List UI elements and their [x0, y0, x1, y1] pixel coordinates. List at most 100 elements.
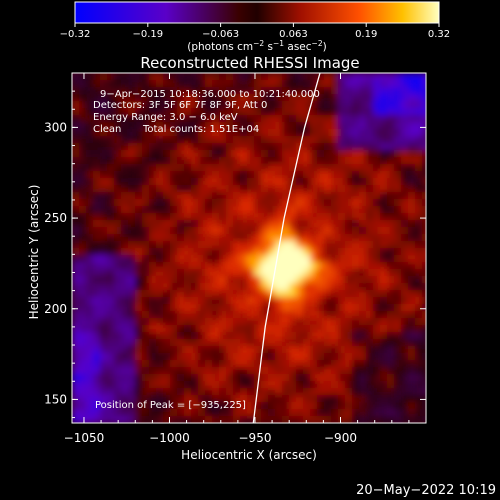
heatmap-cell — [331, 339, 339, 347]
heatmap-cell — [149, 129, 157, 137]
heatmap-cell — [387, 115, 395, 123]
heatmap-cell — [121, 206, 129, 214]
heatmap-cell — [142, 178, 150, 186]
heatmap-cell — [219, 381, 227, 389]
heatmap-cell — [233, 143, 241, 151]
heatmap-cell — [303, 388, 311, 396]
heatmap-cell — [254, 73, 262, 81]
heatmap-cell — [191, 367, 199, 375]
heatmap-cell — [191, 108, 199, 116]
heatmap-cell — [310, 388, 318, 396]
heatmap-cell — [261, 220, 269, 228]
heatmap-cell — [114, 374, 122, 382]
heatmap-cell — [359, 332, 367, 340]
heatmap-cell — [79, 339, 87, 347]
heatmap-cell — [198, 283, 206, 291]
heatmap-cell — [289, 80, 297, 88]
heatmap-cell — [233, 248, 241, 256]
heatmap-cell — [282, 346, 290, 354]
heatmap-cell — [331, 325, 339, 333]
heatmap-cell — [359, 199, 367, 207]
heatmap-cell — [387, 339, 395, 347]
heatmap-cell — [177, 297, 185, 305]
heatmap-cell — [254, 262, 262, 270]
heatmap-cell — [366, 353, 374, 361]
heatmap-cell — [128, 143, 136, 151]
heatmap-cell — [233, 150, 241, 158]
heatmap-cell — [184, 115, 192, 123]
heatmap-cell — [401, 339, 409, 347]
heatmap-cell — [324, 122, 332, 130]
heatmap-cell — [149, 213, 157, 221]
heatmap-cell — [107, 73, 115, 81]
heatmap-cell — [422, 325, 426, 333]
heatmap-cell — [107, 157, 115, 165]
heatmap-cell — [177, 318, 185, 326]
heatmap-cell — [212, 339, 220, 347]
heatmap-cell — [170, 290, 178, 298]
heatmap-cell — [184, 276, 192, 284]
heatmap-cell — [401, 325, 409, 333]
heatmap-cell — [205, 339, 213, 347]
heatmap-cell — [296, 381, 304, 389]
heatmap-cell — [373, 199, 381, 207]
heatmap-cell — [184, 94, 192, 102]
heatmap-cell — [422, 346, 426, 354]
heatmap-cell — [114, 388, 122, 396]
heatmap-cell — [352, 374, 360, 382]
heatmap-cell — [338, 290, 346, 298]
heatmap-cell — [93, 311, 101, 319]
heatmap-cell — [191, 94, 199, 102]
heatmap-cell — [359, 178, 367, 186]
heatmap-cell — [149, 290, 157, 298]
heatmap-cell — [366, 388, 374, 396]
heatmap-cell — [324, 94, 332, 102]
heatmap-cell — [387, 353, 395, 361]
heatmap-cell — [121, 101, 129, 109]
heatmap-cell — [135, 339, 143, 347]
heatmap-cell — [310, 241, 318, 249]
heatmap-cell — [254, 192, 262, 200]
heatmap-cell — [240, 332, 248, 340]
heatmap-cell — [296, 101, 304, 109]
heatmap-cell — [289, 311, 297, 319]
heatmap-cell — [324, 108, 332, 116]
heatmap-cell — [254, 129, 262, 137]
heatmap-cell — [275, 353, 283, 361]
heatmap-cell — [177, 248, 185, 256]
heatmap-cell — [233, 297, 241, 305]
heatmap-cell — [303, 283, 311, 291]
heatmap-cell — [93, 143, 101, 151]
heatmap-cell — [303, 164, 311, 172]
heatmap-cell — [359, 402, 367, 410]
heatmap-cell — [296, 388, 304, 396]
heatmap-cell — [394, 248, 402, 256]
heatmap-cell — [317, 416, 325, 423]
heatmap-cell — [261, 297, 269, 305]
heatmap-cell — [324, 360, 332, 368]
heatmap-cell — [177, 255, 185, 263]
heatmap-cell — [72, 164, 80, 172]
heatmap-cell — [303, 192, 311, 200]
heatmap-cell — [254, 213, 262, 221]
heatmap-cell — [184, 346, 192, 354]
heatmap-cell — [219, 360, 227, 368]
heatmap-cell — [289, 339, 297, 347]
heatmap-cell — [156, 269, 164, 277]
heatmap-cell — [282, 311, 290, 319]
heatmap-cell — [282, 388, 290, 396]
heatmap-cell — [345, 346, 353, 354]
heatmap-cell — [100, 164, 108, 172]
heatmap-cell — [107, 115, 115, 123]
heatmap-cell — [359, 129, 367, 137]
heatmap-cell — [422, 80, 426, 88]
heatmap-cell — [387, 164, 395, 172]
heatmap-cell — [86, 332, 94, 340]
heatmap-cell — [282, 248, 290, 256]
heatmap-cell — [86, 381, 94, 389]
heatmap-cell — [401, 87, 409, 95]
heatmap-cell — [366, 115, 374, 123]
heatmap-cell — [324, 185, 332, 193]
heatmap-cell — [135, 353, 143, 361]
heatmap-cell — [121, 290, 129, 298]
